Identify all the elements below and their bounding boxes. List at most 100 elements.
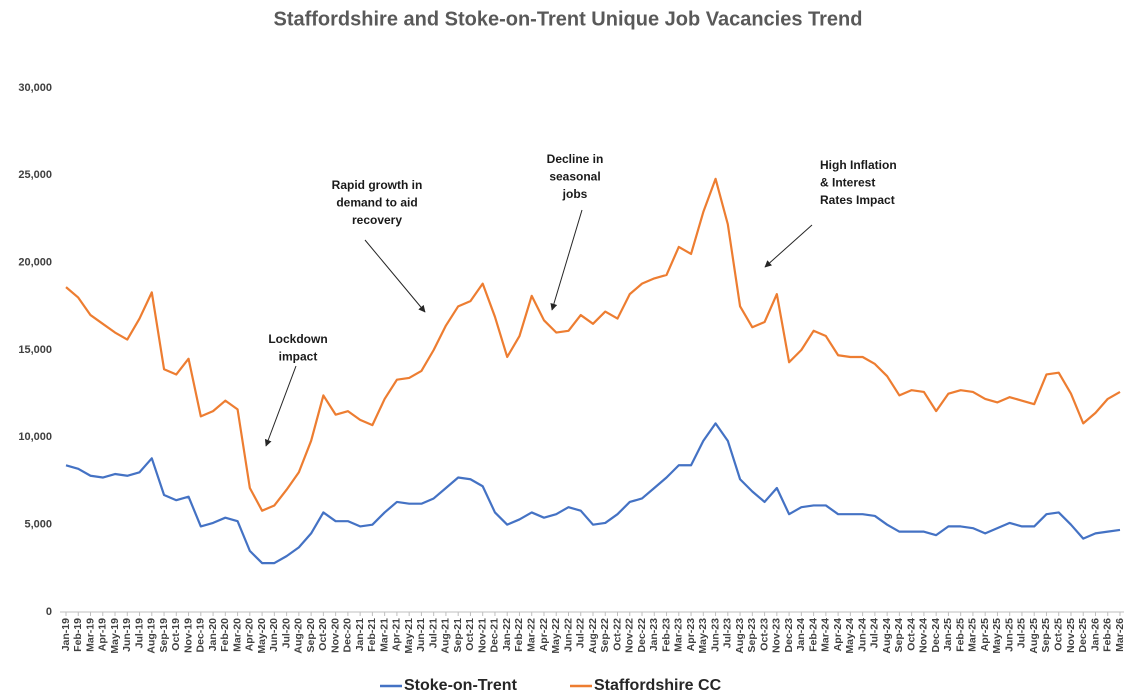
x-tick-label: Jan-25 [942, 618, 954, 651]
x-tick-label: Feb-26 [1102, 618, 1114, 652]
annotation: Lockdown [268, 332, 327, 346]
annotation: jobs [562, 187, 588, 201]
x-tick-label: Apr-24 [832, 618, 844, 651]
x-tick-label: Oct-23 [758, 618, 770, 651]
x-tick-label: Nov-23 [771, 618, 783, 653]
x-tick-label: Nov-22 [624, 618, 636, 653]
x-tick-label: Sep-19 [158, 618, 170, 653]
y-tick-label: 0 [46, 606, 52, 618]
series-line [65, 177, 1121, 512]
x-tick-label: Feb-20 [219, 618, 231, 652]
x-tick-label: Nov-19 [182, 618, 194, 653]
x-tick-label: Jan-19 [60, 618, 72, 651]
x-tick-label: Jun-24 [856, 618, 868, 652]
arrow [264, 365, 297, 447]
x-tick-label: Jul-22 [575, 618, 587, 649]
x-tick-label: Jun-25 [1003, 618, 1015, 652]
x-tick-label: Apr-22 [538, 618, 550, 651]
x-tick-label: Apr-23 [685, 618, 697, 651]
x-tick-label: Feb-19 [72, 618, 84, 652]
x-tick-label: Sep-20 [305, 618, 317, 653]
x-tick-label: Mar-23 [673, 618, 685, 652]
x-tick-label: Mar-19 [84, 618, 96, 652]
x-tick-label: Apr-19 [97, 618, 109, 651]
arrow [764, 224, 813, 268]
x-tick-label: Aug-24 [881, 618, 893, 654]
x-tick-label: Jun-23 [709, 618, 721, 652]
x-tick-label: Aug-19 [146, 618, 158, 654]
y-tick-label: 5,000 [24, 519, 52, 531]
x-tick-label: Apr-25 [979, 618, 991, 651]
x-tick-label: Oct-21 [464, 618, 476, 651]
x-tick-label: Feb-22 [513, 618, 525, 652]
x-tick-label: Jul-25 [1016, 618, 1028, 649]
annotation: Decline in [547, 152, 604, 166]
x-tick-label: May-19 [109, 618, 121, 654]
x-tick-label: Aug-20 [293, 618, 305, 654]
x-tick-label: Mar-22 [526, 618, 538, 652]
x-tick-label: Jun-22 [562, 618, 574, 652]
x-tick-label: May-22 [550, 618, 562, 654]
x-tick-label: May-23 [697, 618, 709, 654]
x-tick-label: Jan-21 [354, 618, 366, 651]
series-line [65, 422, 1121, 565]
x-tick-label: Jun-21 [415, 618, 427, 652]
x-tick-label: Mar-26 [1114, 618, 1126, 652]
x-tick-label: Dec-23 [783, 618, 795, 653]
x-tick-label: Sep-24 [893, 618, 905, 653]
x-tick-label: May-21 [403, 618, 415, 654]
x-tick-label: Apr-20 [244, 618, 256, 651]
x-tick-label: Dec-20 [342, 618, 354, 653]
arrow [550, 209, 583, 311]
x-tick-label: Jan-20 [207, 618, 219, 651]
y-tick-label: 10,000 [18, 431, 52, 443]
x-tick-label: Dec-25 [1077, 618, 1089, 653]
x-tick-label: Jul-23 [722, 618, 734, 649]
x-tick-label: Jan-22 [501, 618, 513, 651]
x-tick-label: Mar-25 [967, 618, 979, 652]
x-tick-label: Jan-23 [648, 618, 660, 651]
x-tick-label: Sep-22 [599, 618, 611, 653]
x-tick-label: Feb-24 [807, 618, 819, 652]
x-tick-label: Oct-20 [317, 618, 329, 651]
x-tick-label: Dec-24 [930, 618, 942, 653]
x-tick-label: Dec-21 [489, 618, 501, 653]
legend-label: Staffordshire CC [594, 677, 722, 694]
x-tick-label: Jan-24 [795, 618, 807, 651]
x-tick-label: Oct-25 [1053, 618, 1065, 651]
x-tick-label: Nov-25 [1065, 618, 1077, 653]
x-tick-label: Jul-20 [280, 618, 292, 649]
x-tick-label: Jul-21 [427, 618, 439, 649]
x-tick-label: Mar-21 [378, 618, 390, 652]
x-tick-label: Mar-24 [820, 618, 832, 652]
x-tick-label: Sep-25 [1040, 618, 1052, 653]
x-tick-label: Nov-20 [329, 618, 341, 653]
x-tick-label: Oct-19 [170, 618, 182, 651]
arrow [364, 239, 426, 313]
x-tick-label: Aug-22 [587, 618, 599, 654]
x-tick-label: Feb-23 [660, 618, 672, 652]
arrows [264, 209, 813, 447]
x-tick-label: May-20 [256, 618, 268, 654]
x-tick-label: May-24 [844, 618, 856, 654]
annotation: impact [279, 350, 318, 364]
x-tick-label: Feb-25 [954, 618, 966, 652]
chart-title: Staffordshire and Stoke-on-Trent Unique … [273, 8, 862, 30]
x-tick-label: Feb-21 [366, 618, 378, 652]
x-tick-label: Jun-19 [121, 618, 133, 652]
x-tick-label: Jul-24 [869, 618, 881, 649]
x-tick-label: Jan-26 [1089, 618, 1101, 651]
annotation: Rates Impact [820, 193, 895, 207]
x-tick-label: Aug-25 [1028, 618, 1040, 654]
y-tick-label: 30,000 [18, 82, 52, 94]
x-tick-label: Oct-24 [905, 618, 917, 651]
x-tick-label: May-25 [991, 618, 1003, 654]
x-tick-label: Aug-21 [440, 618, 452, 654]
x-tick-label: Nov-24 [918, 618, 930, 653]
annotation: demand to aid [336, 196, 417, 210]
y-tick-label: 25,000 [18, 169, 52, 181]
x-tick-label: Sep-23 [746, 618, 758, 653]
y-tick-label: 20,000 [18, 257, 52, 269]
annotation: seasonal [549, 170, 600, 184]
